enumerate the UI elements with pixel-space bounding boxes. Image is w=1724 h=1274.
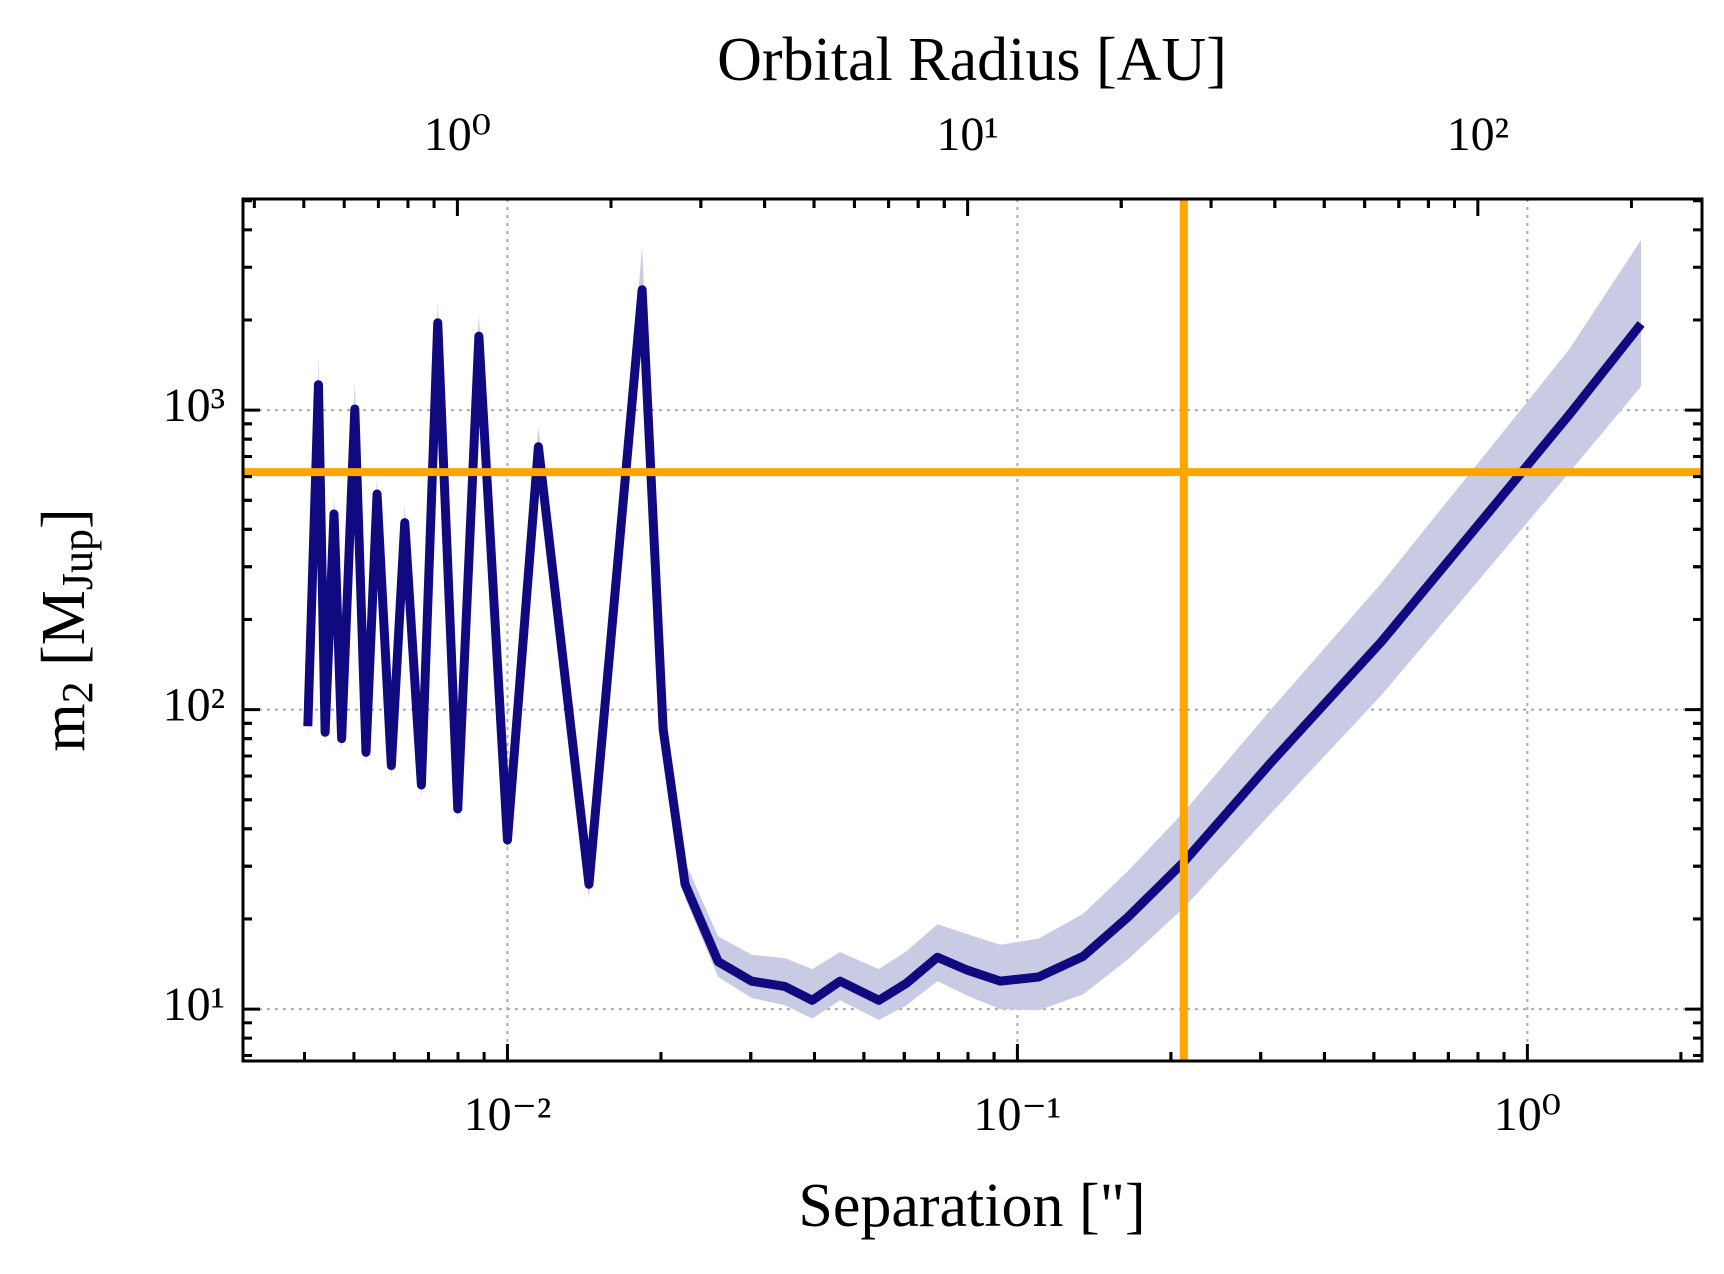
y-label-sub: 2 (53, 681, 102, 703)
data-line (303, 285, 1645, 1005)
top-tick-label: 10² (1447, 108, 1509, 161)
y-axis-label: m2 [MJup] (30, 508, 102, 751)
y-tick-label: 10² (163, 679, 225, 732)
y-tick-label: 10¹ (163, 978, 225, 1031)
x-axis-label: Separation ["] (798, 1172, 1145, 1240)
x-tick-label: 10⁻¹ (974, 1088, 1062, 1141)
y-label-part: ] (30, 508, 98, 529)
y-label-part: [M (30, 590, 98, 681)
y-tick-label: 10³ (163, 379, 225, 432)
top-axis-title: Orbital Radius [AU] (717, 26, 1227, 94)
x-tick-label: 10⁻² (464, 1088, 552, 1141)
top-tick-label: 10⁰ (424, 108, 491, 161)
top-tick-label: 10¹ (936, 108, 998, 161)
y-label-part: m (30, 703, 98, 751)
confidence-band (307, 239, 1642, 1020)
plot-frame (241, 197, 1704, 1063)
y-label-sub: Jup (53, 529, 102, 590)
x-tick-label: 10⁰ (1494, 1088, 1561, 1141)
